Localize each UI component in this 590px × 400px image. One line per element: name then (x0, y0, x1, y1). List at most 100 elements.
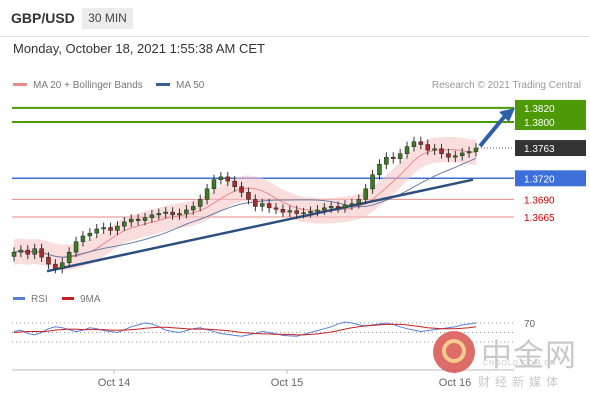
candle-body (170, 211, 175, 216)
price-tag-1-3820 (515, 99, 586, 116)
candle-body (404, 146, 410, 154)
candle (308, 206, 313, 218)
candle (466, 146, 472, 158)
candle-body (211, 179, 217, 190)
candle (273, 202, 279, 215)
price-tag-1-3763 (515, 140, 586, 157)
candle-body (94, 228, 99, 234)
ma9-line (13, 323, 477, 336)
legend-9ma-label: 9MA (80, 294, 101, 305)
ma50-swatch (156, 82, 170, 86)
candle-body (322, 207, 327, 211)
candle (246, 187, 251, 205)
candle-body (204, 188, 210, 200)
candle (225, 171, 231, 187)
forecast-arrow-shaft (478, 114, 507, 148)
candle-body (425, 144, 430, 151)
candle-body (184, 209, 189, 214)
bollinger-band (14, 136, 476, 270)
candle (66, 247, 72, 268)
rsi-swatch (13, 296, 25, 300)
candle (342, 200, 348, 213)
candle (184, 205, 189, 219)
legend-rsi-label: RSI (31, 294, 48, 305)
candle (197, 194, 203, 212)
candle-body (418, 141, 424, 145)
candle (266, 198, 272, 213)
candle-body (370, 174, 375, 190)
candle-body (287, 210, 293, 213)
candle (459, 148, 465, 161)
candle-body (363, 188, 368, 200)
candle (149, 209, 155, 223)
candle (384, 152, 389, 170)
candle (280, 204, 286, 217)
candle (328, 201, 334, 213)
ma9-swatch (62, 296, 74, 300)
forecast-arrow-head (499, 107, 515, 122)
price-label-1-3820: 1.3820 (524, 104, 555, 115)
candle-body (32, 248, 37, 255)
candle-body (391, 156, 396, 159)
candle-body (101, 227, 106, 230)
candle-body (232, 180, 237, 187)
candle (287, 205, 293, 217)
candle-body (246, 192, 251, 200)
candle (453, 150, 458, 163)
candle-body (53, 263, 58, 269)
candle (377, 159, 382, 180)
candle-body (273, 207, 279, 210)
candle-body (80, 235, 86, 242)
legend-ma50: MA 50 (156, 80, 204, 91)
candle (94, 224, 99, 239)
candle-body (432, 148, 437, 151)
candle (232, 176, 237, 192)
candle (294, 205, 299, 219)
candle (177, 208, 182, 220)
candle (315, 205, 320, 217)
candle-body (108, 227, 113, 231)
candle (156, 208, 162, 220)
candle-body (122, 221, 127, 227)
symbol-label[interactable]: GBP/USD (11, 10, 75, 26)
price-tag-1-3720 (515, 170, 586, 187)
candle (80, 231, 86, 247)
candle-body (135, 218, 141, 221)
candle (108, 222, 113, 236)
candle (301, 207, 306, 219)
price-label-1-3690: 1.3690 (524, 195, 555, 206)
candle-body (342, 204, 348, 209)
candle-body (46, 256, 51, 265)
candle-body (142, 217, 148, 221)
candle (239, 181, 244, 198)
candle-body (328, 206, 334, 209)
candle (356, 194, 362, 209)
candle (11, 247, 17, 262)
candle-body (466, 151, 472, 154)
candle-body (149, 214, 155, 218)
candle-body (377, 163, 382, 176)
candle-body (87, 232, 93, 237)
candle-body (177, 213, 182, 216)
watermark-title: 中金网 (481, 338, 577, 374)
price-label-1-3763: 1.3763 (524, 144, 555, 155)
candle-body (115, 225, 120, 231)
candle-body (411, 141, 417, 147)
legend-ma20-label: MA 20 + Bollinger Bands (33, 80, 143, 91)
candle-body (397, 153, 403, 159)
candle (322, 202, 327, 215)
candle-body (191, 206, 196, 211)
candle (397, 148, 403, 164)
candle (163, 207, 168, 219)
candle-body (66, 251, 72, 263)
ma20-swatch (13, 82, 27, 86)
timeframe-badge[interactable]: 30 MIN (82, 8, 133, 29)
candle-body (39, 248, 44, 258)
candle-body (128, 218, 134, 223)
candle (259, 198, 265, 212)
candle (73, 236, 79, 258)
candle-body (294, 210, 299, 214)
candle (432, 143, 437, 156)
candle (391, 152, 396, 164)
